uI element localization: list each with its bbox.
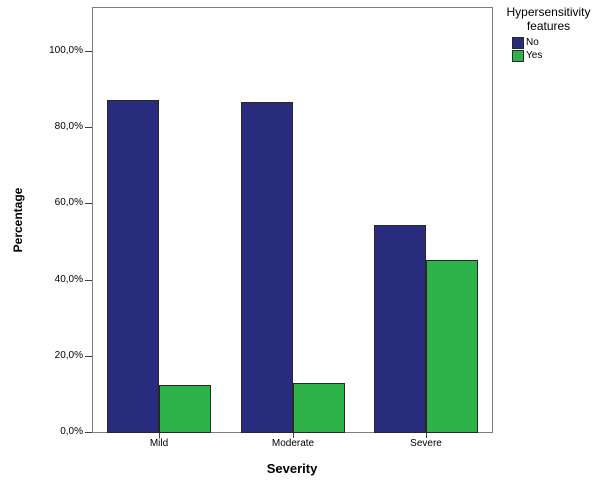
y-tick-label: 0,0% (60, 426, 83, 437)
y-tick-label: 100,0% (49, 45, 83, 56)
legend: Hypersensitivity features No Yes (497, 5, 600, 62)
bar-moderate-no (241, 102, 293, 433)
y-tick-label: 80,0% (54, 121, 83, 132)
bar-moderate-yes (293, 383, 345, 433)
legend-title: Hypersensitivity features (497, 5, 600, 33)
x-tick-mark (426, 433, 427, 438)
y-tick-mark (85, 356, 92, 357)
x-tick-mark (159, 433, 160, 438)
y-tick-mark (85, 280, 92, 281)
y-tick-label: 40,0% (54, 274, 83, 285)
category-label-severe: Severe (410, 438, 442, 449)
bar-mild-no (107, 100, 159, 433)
legend-entry-yes: Yes (512, 49, 600, 62)
category-label-mild: Mild (149, 438, 169, 449)
y-tick-mark (85, 51, 92, 52)
y-tick-mark (85, 127, 92, 128)
y-tick-label: 60,0% (54, 197, 83, 208)
bar-mild-yes (159, 385, 211, 433)
legend-swatch-no (512, 36, 524, 49)
legend-swatch-yes (512, 49, 524, 62)
x-tick-mark (293, 433, 294, 438)
legend-title-line2: features (526, 19, 571, 33)
bar-severe-yes (426, 260, 478, 433)
legend-entry-no: No (512, 36, 600, 49)
legend-entries: No Yes (497, 36, 600, 62)
bar-severe-no (374, 225, 426, 433)
x-axis-title: Severity (266, 461, 318, 476)
legend-entry-label: Yes (526, 50, 543, 61)
legend-title-line1: Hypersensitivity (506, 5, 591, 19)
category-label-moderate: Moderate (271, 438, 315, 449)
y-tick-mark (85, 432, 92, 433)
y-tick-label: 20,0% (54, 350, 83, 361)
legend-entry-label: No (526, 37, 539, 48)
y-tick-mark (85, 203, 92, 204)
